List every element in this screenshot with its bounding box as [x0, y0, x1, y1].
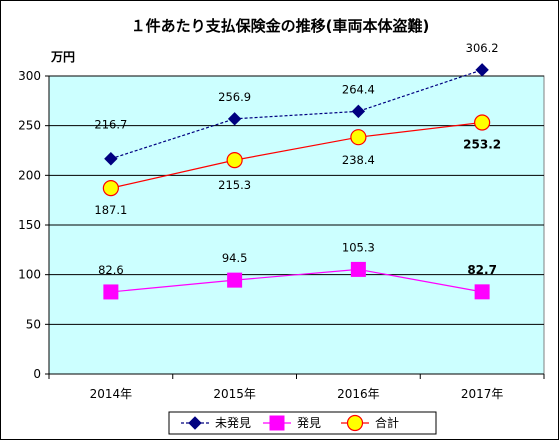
series-lines	[110, 69, 483, 293]
legend-marker-2	[346, 414, 364, 432]
series-0-label-3: 306.2	[466, 41, 499, 55]
series-0-label-1: 256.9	[218, 90, 251, 104]
y-tick-labels: 0 50 100 150 200 250 300	[18, 69, 41, 381]
legend-marker-0	[188, 416, 202, 430]
series-1-point-0	[103, 284, 119, 300]
series-2-point-3	[474, 114, 491, 131]
series-line-1	[110, 268, 483, 293]
series-2-point-1	[226, 152, 243, 169]
x-tick-label-3: 2017年	[461, 387, 504, 401]
series-0-label-2: 264.4	[342, 82, 375, 96]
x-tick-label-0: 2014年	[90, 387, 133, 401]
series-1-label-2: 105.3	[342, 240, 375, 254]
y-tick-label-50: 50	[26, 317, 41, 331]
legend-label-1: 発見	[297, 416, 321, 430]
series-0-point-0	[104, 152, 118, 166]
legend-marker-1	[269, 415, 285, 431]
series-1-label-1: 94.5	[222, 251, 248, 265]
y-tick-label-0: 0	[33, 367, 41, 381]
y-tick-label-100: 100	[18, 268, 41, 282]
series-1-point-2	[350, 261, 366, 277]
series-1-label-0: 82.6	[98, 263, 124, 277]
y-tick-label-200: 200	[18, 168, 41, 182]
series-1-point-1	[227, 272, 243, 288]
series-0-point-3	[475, 63, 489, 77]
y-tick-label-150: 150	[18, 218, 41, 232]
grid-lines	[45, 75, 544, 375]
y-axis-unit: 万円	[50, 50, 75, 64]
legend: 未発見 発見 合計	[168, 411, 437, 435]
series-1-point-3	[474, 284, 490, 300]
series-2-label-0: 187.1	[94, 203, 127, 217]
legend-box	[168, 411, 437, 435]
series-0-label-0: 216.7	[94, 118, 127, 132]
series-2-label-3: 253.2	[463, 137, 501, 151]
series-2-label-2: 238.4	[342, 153, 375, 167]
series-line-2	[110, 121, 483, 189]
x-tick-label-1: 2015年	[213, 387, 256, 401]
x-tick-labels: 2014年 2015年 2016年 2017年	[48, 374, 545, 401]
x-tick-label-2: 2016年	[337, 387, 380, 401]
legend-label-0: 未発見	[215, 416, 251, 430]
legend-label-2: 合計	[375, 415, 399, 430]
series-2-point-0	[102, 180, 119, 197]
series-2-label-1: 215.3	[218, 178, 251, 192]
series-0-point-1	[227, 112, 242, 126]
series-1-label-3: 82.7	[467, 263, 497, 277]
chart-title: １件あたり支払保険金の推移(車両本体盗難)	[131, 17, 430, 35]
y-tick-label-250: 250	[18, 119, 41, 133]
series-0-point-2	[351, 104, 366, 119]
series-line-0	[110, 69, 483, 160]
data-labels: 216.7 256.9 264.4 306.2 82.6 94.5 105.3 82.7 187…	[94, 41, 501, 277]
series-markers	[102, 63, 491, 300]
series-2-point-2	[350, 129, 367, 146]
y-tick-label-300: 300	[18, 69, 41, 83]
